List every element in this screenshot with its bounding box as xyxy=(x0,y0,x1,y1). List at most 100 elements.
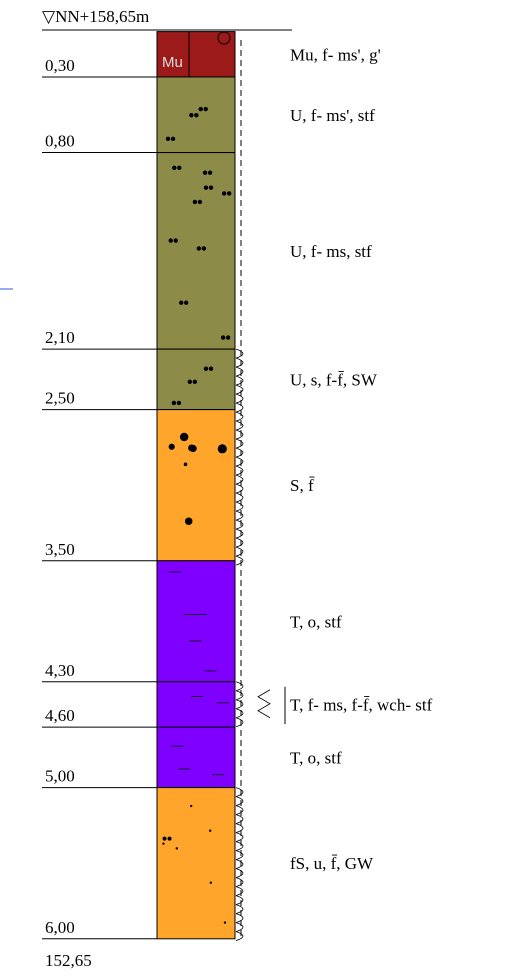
wet-symbol xyxy=(235,519,244,530)
wet-symbol xyxy=(235,841,244,851)
silt-symbol xyxy=(221,191,227,196)
fill-mark xyxy=(217,31,231,45)
wet-symbol xyxy=(235,447,244,458)
layer-description: Mu, f- ms', g' xyxy=(290,45,381,64)
layers: Mu 0,30 Mu, f- ms', g' 0,80 U, f- ms', stf 2,… xyxy=(42,31,433,941)
wet-symbol xyxy=(235,877,244,887)
wet-symbol xyxy=(235,429,244,440)
soil-layer xyxy=(156,409,236,562)
silt-symbol xyxy=(167,836,172,841)
silt-symbol xyxy=(173,238,178,243)
depth-label: 2,50 xyxy=(45,389,75,408)
depth-label: 5,00 xyxy=(45,767,75,786)
silt-symbol xyxy=(203,106,208,112)
sand-symbol xyxy=(190,804,193,808)
bottom-elevation: 152,65 xyxy=(45,951,92,970)
sand-symbol xyxy=(208,829,212,832)
wet-symbol xyxy=(235,904,244,914)
silt-symbol xyxy=(192,379,198,384)
silt-symbol xyxy=(171,400,177,406)
wet-symbol xyxy=(235,537,244,548)
wet-symbol xyxy=(235,787,244,797)
wet-symbol xyxy=(235,805,244,815)
sand-symbol xyxy=(189,444,197,453)
sand-symbol xyxy=(209,881,213,884)
wet-symbol xyxy=(235,699,244,710)
wet-symbol xyxy=(235,510,244,521)
wet-symbol xyxy=(235,868,244,878)
wet-symbol xyxy=(235,823,244,833)
wch-symbol xyxy=(257,689,271,719)
depth-label: 6,00 xyxy=(45,918,75,937)
fill-symbol: Mu xyxy=(162,54,183,71)
wet-symbol xyxy=(235,492,244,503)
silt-symbol xyxy=(208,185,214,190)
silt-symbol xyxy=(202,170,208,175)
silt-symbol xyxy=(165,136,171,142)
soil-layer xyxy=(156,681,236,728)
layer-description: fS, u, f̄, GW xyxy=(290,854,374,873)
wet-symbol xyxy=(235,384,244,395)
layer-description: U, s, f-f̄, SW xyxy=(290,370,378,389)
wet-symbol xyxy=(235,438,244,449)
soil-layer xyxy=(156,787,236,940)
silt-symbol xyxy=(176,400,182,406)
silt-symbol xyxy=(225,335,231,340)
silt-symbol xyxy=(220,335,226,340)
silt-symbol xyxy=(162,836,167,841)
wet-symbol xyxy=(235,348,244,359)
depth-label: 3,50 xyxy=(45,540,75,559)
wet-symbol xyxy=(235,859,244,869)
wet-symbol xyxy=(235,832,244,842)
wet-symbol xyxy=(235,796,244,806)
sand-symbol xyxy=(162,842,165,845)
wet-symbol xyxy=(235,411,244,422)
silt-symbol xyxy=(197,199,203,205)
sand-symbol xyxy=(175,847,178,850)
sand-symbol xyxy=(223,921,227,924)
soil-layer xyxy=(156,560,236,683)
wet-symbol xyxy=(235,528,244,539)
wet-symbol xyxy=(235,814,244,824)
silt-symbol xyxy=(226,191,232,196)
wet-symbol xyxy=(235,366,244,377)
wet-symbol xyxy=(235,474,244,485)
silt-symbol xyxy=(179,300,184,305)
soil-layer xyxy=(156,152,236,350)
sand-symbol xyxy=(168,443,175,450)
sand-symbol xyxy=(179,432,189,442)
wet-symbol xyxy=(235,690,244,701)
wet-symbol xyxy=(235,922,244,932)
wet-symbol xyxy=(235,393,244,404)
soil-layer xyxy=(156,348,236,411)
layer-description: T, f- ms, f-f̄, wch- stf xyxy=(290,695,433,714)
wet-symbol xyxy=(235,913,244,923)
silt-symbol xyxy=(187,379,193,384)
layer-description: U, f- ms, stf xyxy=(290,242,372,261)
silt-symbol xyxy=(170,136,176,142)
silt-symbol xyxy=(196,246,202,251)
wet-symbol xyxy=(235,402,244,413)
layer-description: S, f̄ xyxy=(290,476,315,495)
wet-symbol xyxy=(235,546,244,557)
layer-description: T, o, stf xyxy=(290,612,342,631)
silt-symbol xyxy=(201,246,207,251)
wet-symbol xyxy=(235,681,244,692)
depth-label: 4,60 xyxy=(45,706,75,725)
silt-symbol xyxy=(203,185,209,190)
wet-symbol xyxy=(235,465,244,476)
silt-symbol xyxy=(172,165,177,171)
wet-symbol xyxy=(235,555,244,566)
soil-layer xyxy=(156,726,236,789)
layer-description: U, f- ms', stf xyxy=(290,106,375,125)
soil-layer xyxy=(156,31,236,78)
silt-symbol xyxy=(198,106,203,112)
layer-description: T, o, stf xyxy=(290,748,342,767)
wet-symbol xyxy=(235,850,244,860)
depth-label: 0,80 xyxy=(45,132,75,151)
depth-label: 0,30 xyxy=(45,56,75,75)
wet-symbol xyxy=(235,708,244,719)
silt-symbol xyxy=(194,112,199,118)
silt-symbol xyxy=(177,165,182,171)
